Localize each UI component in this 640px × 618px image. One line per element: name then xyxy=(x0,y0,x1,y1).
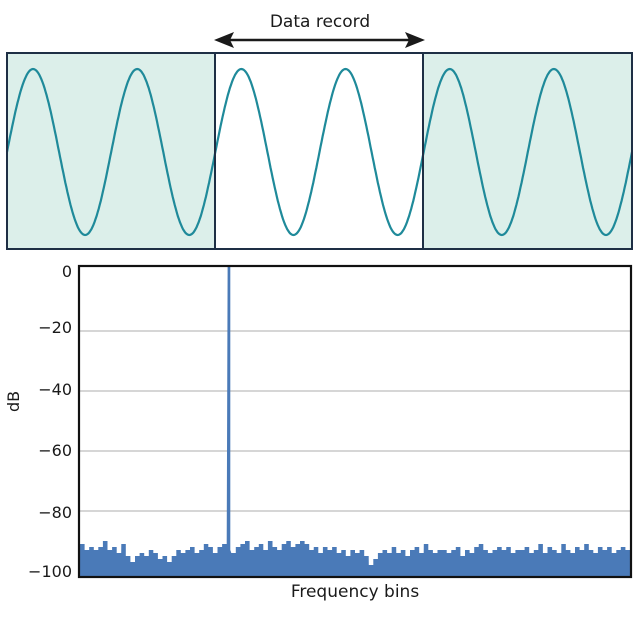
x-axis-label: Frequency bins xyxy=(290,582,420,602)
data-record-label: Data record xyxy=(269,12,371,32)
ytick-label: −40 xyxy=(38,380,72,399)
plot-frame xyxy=(77,264,633,579)
ytick-label: −80 xyxy=(38,503,72,522)
ytick-label: −100 xyxy=(28,562,72,581)
ytick-label: 0 xyxy=(61,262,72,281)
double-arrow-icon xyxy=(214,32,425,48)
ytick-label: −20 xyxy=(38,318,72,337)
gridlines xyxy=(80,330,630,512)
ytick-label: −60 xyxy=(38,441,72,460)
spectrum-area xyxy=(80,266,630,577)
sine-wave xyxy=(5,67,634,237)
y-axis-label: dB xyxy=(4,390,23,412)
